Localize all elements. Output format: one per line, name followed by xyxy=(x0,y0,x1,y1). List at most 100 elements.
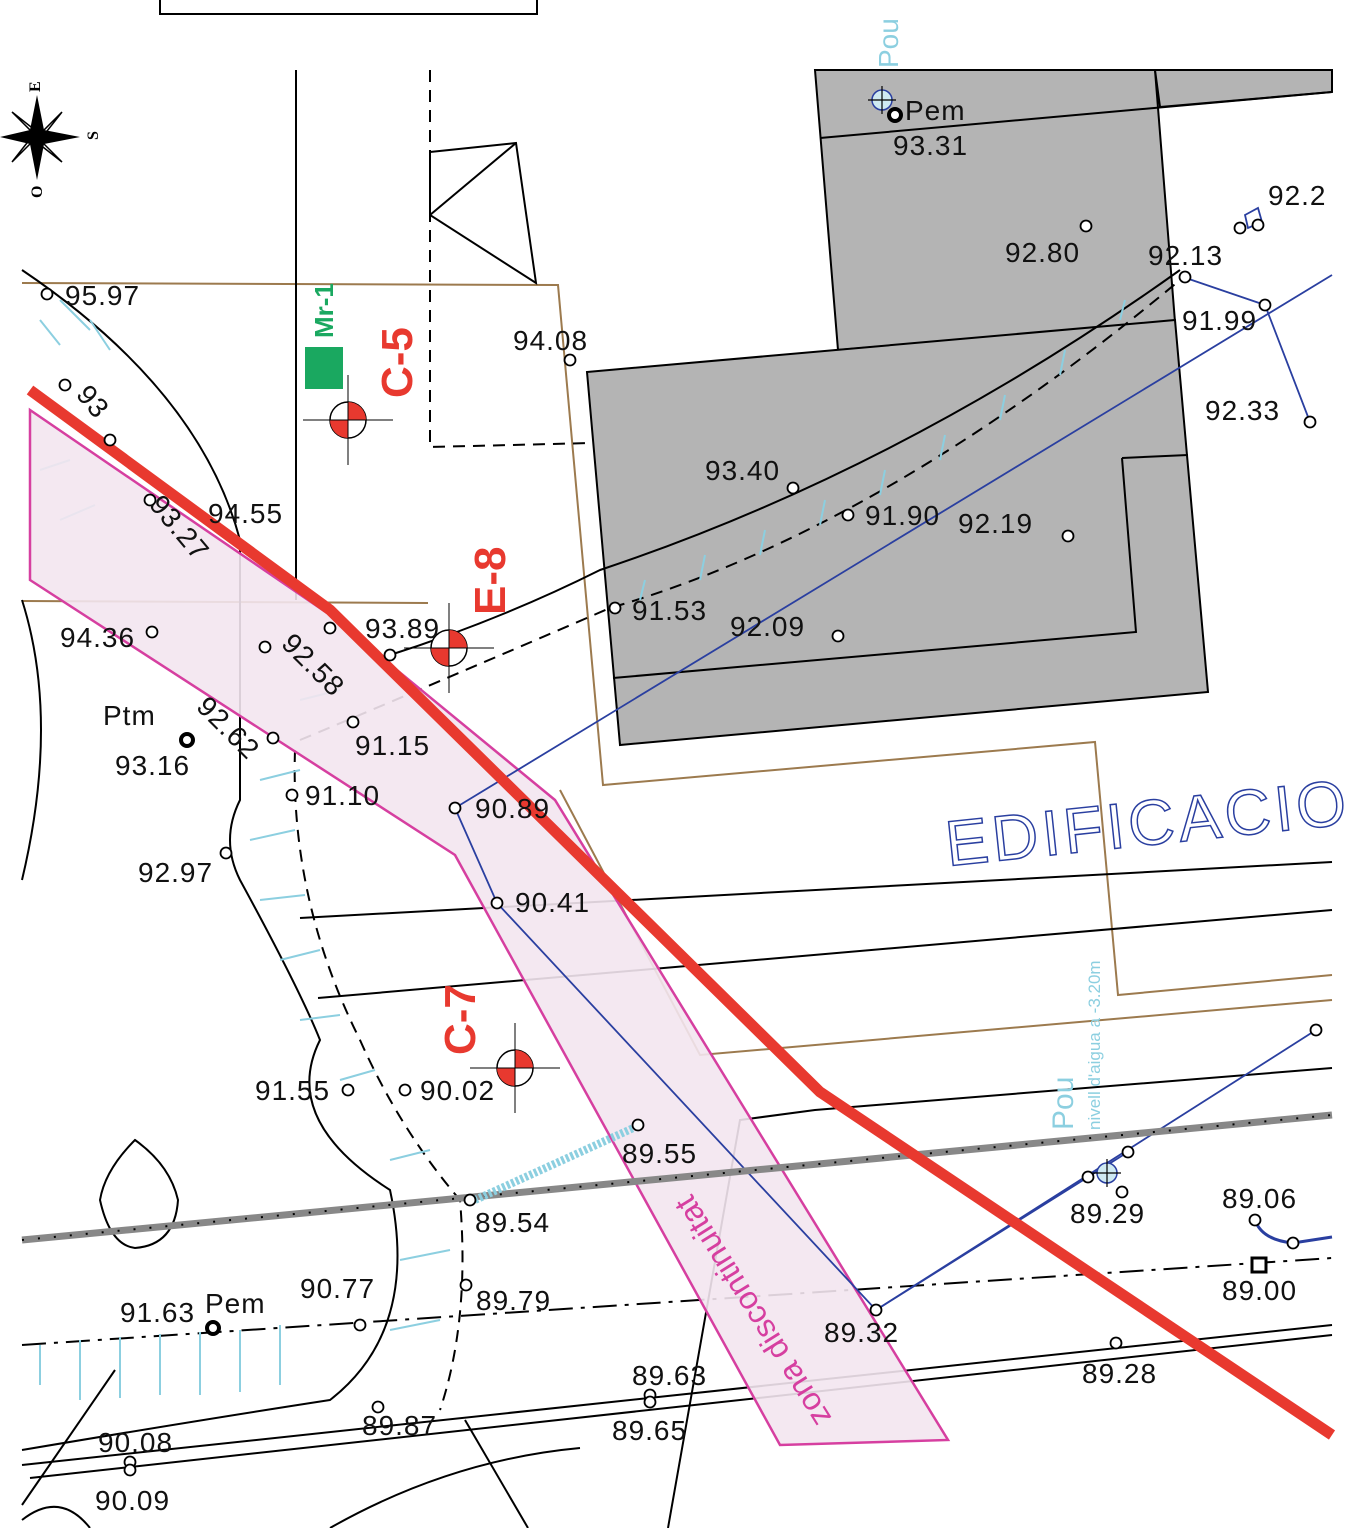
survey-point xyxy=(1121,1145,1135,1159)
elevation-label: 89.32 xyxy=(824,1317,899,1348)
dashed-contour xyxy=(293,749,464,1411)
well-label: Pou xyxy=(1047,1077,1080,1130)
road-line xyxy=(29,1334,1333,1479)
elevation-label: 89.06 xyxy=(1222,1183,1297,1214)
compass-star xyxy=(11,111,63,163)
survey-points xyxy=(40,86,1323,1477)
survey-point xyxy=(869,1303,883,1317)
borehole-cross xyxy=(303,375,393,465)
well-cross xyxy=(1093,1159,1121,1187)
legend-box xyxy=(159,0,538,15)
elevation-label: 89.28 xyxy=(1082,1358,1157,1389)
survey-point xyxy=(143,493,157,507)
survey-point xyxy=(219,846,233,860)
survey-point xyxy=(123,1463,137,1477)
well-cross xyxy=(868,86,896,114)
fault-line xyxy=(26,385,1336,1440)
survey-point xyxy=(1115,1185,1129,1199)
survey-point xyxy=(1303,415,1317,429)
survey-point xyxy=(1178,270,1192,284)
elevation-label: 89.00 xyxy=(1222,1275,1297,1306)
survey-point xyxy=(459,1278,473,1292)
survey-point xyxy=(1258,298,1272,312)
contour xyxy=(329,1447,581,1528)
elevation-label: 91.90 xyxy=(865,500,940,531)
point-label: Pem xyxy=(905,95,966,126)
borehole-label: C-5 xyxy=(373,327,422,398)
survey-point xyxy=(103,433,117,447)
elevation-label: 93.40 xyxy=(705,455,780,486)
survey-point xyxy=(841,508,855,522)
borehole-cross xyxy=(470,1023,560,1113)
survey-point xyxy=(346,715,360,729)
survey-point xyxy=(887,107,903,123)
elevation-label: 90.89 xyxy=(475,793,550,824)
pipe xyxy=(473,1121,642,1204)
survey-point xyxy=(205,1320,221,1336)
line xyxy=(612,457,1138,679)
elevation-label: 92.13 xyxy=(1148,240,1223,271)
compass-label: S xyxy=(85,131,102,140)
survey-point xyxy=(1079,219,1093,233)
survey-point xyxy=(1248,1213,1262,1227)
elevation-label: 92.97 xyxy=(138,857,213,888)
elevation-label: 91.15 xyxy=(355,730,430,761)
elevation-label: 91.53 xyxy=(632,595,707,626)
survey-point xyxy=(1081,1170,1095,1184)
rail-ticks xyxy=(21,1114,1333,1241)
elevation-label: 91.99 xyxy=(1182,305,1257,336)
survey-point xyxy=(786,481,800,495)
line xyxy=(454,274,1333,809)
elevation-label: 94.08 xyxy=(513,325,588,356)
elevation-label: 92.2 xyxy=(1268,180,1327,211)
point-label: Pem xyxy=(205,1288,266,1319)
mr-marker xyxy=(305,347,343,389)
elevation-label: 90.09 xyxy=(95,1485,170,1516)
elevation-label: 89.54 xyxy=(475,1207,550,1238)
contour xyxy=(21,1505,91,1528)
building xyxy=(813,69,1177,352)
elevation-label: 93.31 xyxy=(893,130,968,161)
compass: E S O xyxy=(0,81,102,198)
line xyxy=(429,142,517,216)
compass-label: E xyxy=(27,81,44,92)
survey-point xyxy=(58,378,72,392)
survey-point xyxy=(831,629,845,643)
survey-point xyxy=(353,1318,367,1332)
elevation-label: 90.77 xyxy=(300,1273,375,1304)
elevation-label: 95.97 xyxy=(65,280,140,311)
elevation-label: 89.55 xyxy=(622,1138,697,1169)
survey-point xyxy=(1109,1336,1123,1350)
line xyxy=(1121,454,1189,459)
elevation-label: 94.55 xyxy=(208,498,283,529)
elevation-label: 92.09 xyxy=(730,611,805,642)
railway xyxy=(21,1111,1333,1244)
survey-point xyxy=(258,640,272,654)
survey-point xyxy=(285,788,299,802)
well-note: nivell d'aigua a -3.20m xyxy=(1085,960,1104,1130)
survey-point xyxy=(490,896,504,910)
line xyxy=(454,807,1129,1312)
elevation-label: 91.10 xyxy=(305,780,380,811)
survey-point xyxy=(1233,221,1247,235)
elevation-label: 89.29 xyxy=(1070,1198,1145,1229)
survey-point xyxy=(463,1193,477,1207)
well-label: Pou xyxy=(873,18,904,68)
borehole-label: E-8 xyxy=(466,547,515,615)
elevation-label: 90.08 xyxy=(98,1427,173,1458)
survey-point xyxy=(608,601,622,615)
survey-point xyxy=(1309,1023,1323,1037)
survey-point xyxy=(1061,529,1075,543)
survey-point xyxy=(1286,1236,1300,1250)
elevation-label: 93.16 xyxy=(115,750,190,781)
survey-point xyxy=(266,731,280,745)
borehole-label: C-7 xyxy=(436,984,485,1055)
elevation-label: 92.33 xyxy=(1205,395,1280,426)
survey-point xyxy=(631,1118,645,1132)
building xyxy=(585,318,1210,747)
elevation-label: 91.63 xyxy=(120,1297,195,1328)
parcel-line xyxy=(21,282,1333,997)
elevation-label: 93.89 xyxy=(365,613,440,644)
elevation-label: 90.41 xyxy=(515,887,590,918)
road-line xyxy=(299,861,1333,919)
